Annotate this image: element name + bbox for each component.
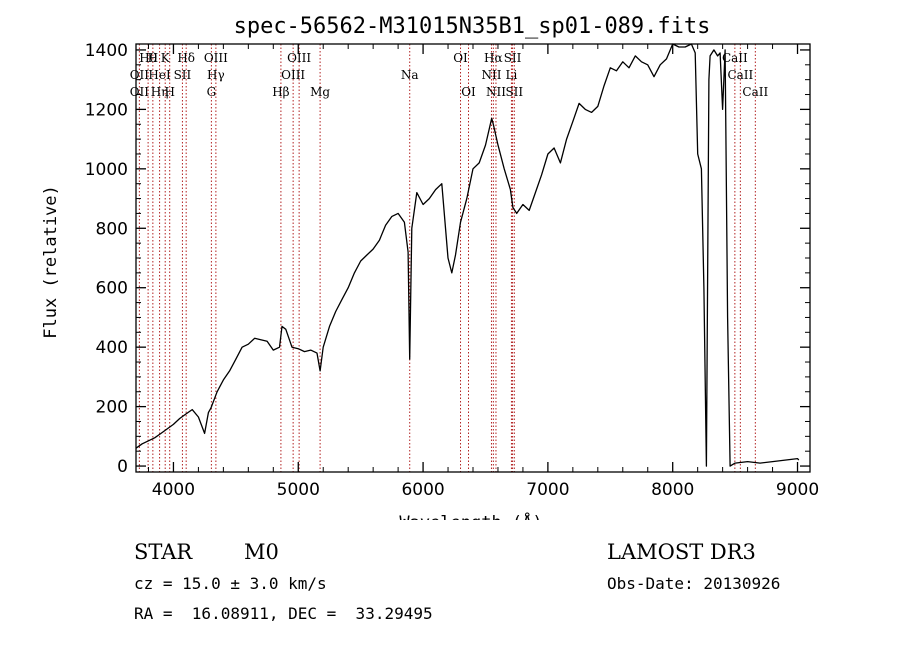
line-label-18: CaII — [727, 68, 753, 82]
observation-date: Obs-Date: 20130926 — [607, 574, 781, 593]
line-label-13: Hγ — [207, 68, 225, 82]
line-label-26: NII — [486, 85, 506, 99]
line-label-14: OIII — [281, 68, 305, 82]
line-label-4: OIII — [204, 51, 228, 65]
y-tick-label-2: 400 — [96, 338, 128, 358]
line-label-24: Mg — [310, 85, 330, 99]
y-tick-label-1: 200 — [96, 398, 128, 418]
line-label-12: SII — [174, 68, 192, 82]
x-tick-label-1: 5000 — [277, 480, 320, 500]
line-label-28: CaII — [742, 85, 768, 99]
x-tick-label-3: 7000 — [526, 480, 569, 500]
spectral-line-markers — [138, 44, 756, 472]
object-subclass: M0 — [244, 540, 279, 564]
line-label-27: SII — [505, 85, 523, 99]
y-axis-label: Flux (relative) — [41, 185, 61, 339]
line-label-20: Hη — [151, 85, 169, 99]
line-label-19: OII — [130, 85, 150, 99]
line-label-5: OIII — [287, 51, 311, 65]
line-label-0: Hθ — [139, 51, 157, 65]
line-label-16: NII — [481, 68, 501, 82]
line-label-1: H — [148, 51, 158, 65]
chart-title: spec-56562-M31015N35B1_sp01-089.fits — [234, 14, 711, 39]
object-class: STAR — [134, 540, 193, 564]
line-label-7: Hα — [484, 51, 503, 65]
y-tick-label-6: 1200 — [85, 100, 128, 120]
y-tick-label-5: 1000 — [85, 160, 128, 180]
line-label-21: H — [164, 85, 174, 99]
x-tick-label-0: 4000 — [152, 480, 195, 500]
line-label-9: CaII — [722, 51, 748, 65]
axis-ticks: 4000 5000 6000 7000 8000 9000 0 200 400 600 800 100… — [85, 41, 819, 500]
line-label-23: Hβ — [272, 85, 289, 99]
y-tick-label-4: 800 — [96, 219, 128, 239]
survey-name: LAMOST DR3 — [607, 540, 756, 564]
y-tick-label-3: 600 — [96, 279, 128, 299]
y-tick-label-0: 0 — [117, 457, 128, 477]
spectrum-chart: spec-56562-M31015N35B1_sp01-089.fits HθH… — [41, 14, 819, 520]
line-label-17: Li — [506, 68, 518, 82]
redshift-velocity: cz = 15.0 ± 3.0 km/s — [134, 574, 327, 593]
x-tick-label-2: 6000 — [401, 480, 444, 500]
line-label-6: OI — [453, 51, 468, 65]
line-label-11: HeI — [148, 68, 171, 82]
line-label-15: Na — [401, 68, 419, 82]
line-label-2: K — [161, 51, 171, 65]
x-axis-label: Wavelength (Å) — [399, 511, 542, 520]
line-label-10: OII — [130, 68, 150, 82]
spectrum-series-line — [135, 43, 800, 467]
line-label-22: G — [207, 85, 217, 99]
x-tick-label-5: 9000 — [776, 480, 819, 500]
line-label-25: OI — [461, 85, 476, 99]
line-label-3: Hδ — [177, 51, 195, 65]
x-tick-label-4: 8000 — [651, 480, 694, 500]
line-label-8: SII — [504, 51, 522, 65]
y-tick-label-7: 1400 — [85, 41, 128, 61]
sky-coordinates: RA = 16.08911, DEC = 33.29495 — [134, 604, 433, 623]
